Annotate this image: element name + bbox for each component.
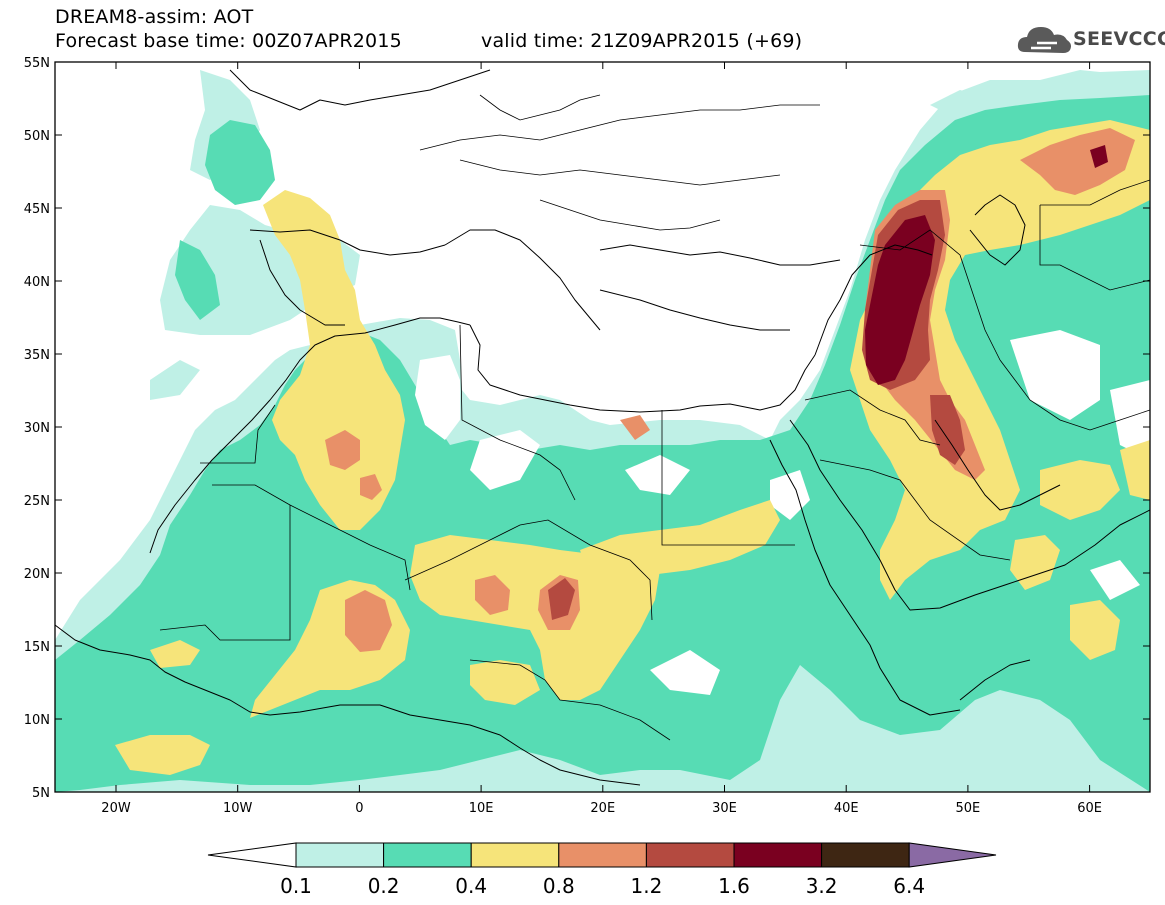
- lon-tick-label: 10W: [223, 801, 253, 816]
- colorbar-label: 1.6: [718, 874, 750, 898]
- cloud-icon: [1017, 27, 1071, 53]
- lat-tick-label: 10N: [24, 713, 50, 728]
- colorbar-segment: [733, 842, 823, 868]
- colorbar-label: 0.1: [280, 874, 312, 898]
- valid-time: valid time: 21Z09APR2015 (+69): [481, 30, 803, 52]
- colorbar-segment: [821, 842, 910, 868]
- lon-tick-label: 60E: [1077, 801, 1102, 816]
- longitude-axis: 20W 10W 0 10E 20E 30E 40E 50E 60E: [101, 62, 1102, 816]
- lat-tick-label: 40N: [24, 275, 50, 290]
- colorbar-segment: [295, 842, 385, 868]
- colorbar-low-arrow: [207, 842, 297, 868]
- lon-tick-label: 10E: [469, 801, 494, 816]
- lat-tick-label: 35N: [24, 348, 50, 363]
- colorbar-label: 3.2: [806, 874, 838, 898]
- aot-gap-areas: [415, 330, 1150, 695]
- lon-tick-label: 20W: [101, 801, 131, 816]
- latitude-axis: 55N 50N 45N 40N 35N 30N 25N 20N 15N 10N 5N: [24, 56, 1150, 801]
- logo-text: SEEVCCC: [1073, 28, 1165, 50]
- coastlines-and-borders: [55, 69, 1150, 786]
- map-title: DREAM8-assim: AOT: [55, 6, 254, 28]
- colorbar-label: 0.8: [543, 874, 575, 898]
- lon-tick-label: 0: [355, 801, 363, 816]
- lon-tick-label: 30E: [712, 801, 737, 816]
- lon-tick-label: 50E: [956, 801, 981, 816]
- colorbar-segment: [558, 842, 647, 868]
- colorbar-segment: [645, 842, 735, 868]
- lat-tick-label: 5N: [32, 786, 50, 801]
- lat-tick-label: 50N: [24, 129, 50, 144]
- lat-tick-label: 25N: [24, 494, 50, 509]
- lat-tick-label: 55N: [24, 56, 50, 71]
- aot-fill-layer: [55, 62, 1150, 792]
- colorbar-label: 0.2: [368, 874, 400, 898]
- colorbar-segment: [470, 842, 560, 868]
- lat-tick-label: 15N: [24, 640, 50, 655]
- lat-tick-label: 45N: [24, 202, 50, 217]
- forecast-base-time: Forecast base time: 00Z07APR2015: [55, 30, 402, 52]
- colorbar-high-arrow: [908, 842, 997, 868]
- colorbar-label: 6.4: [893, 874, 925, 898]
- colorbar-label: 0.4: [455, 874, 487, 898]
- colorbar-segment: [383, 842, 472, 868]
- lon-tick-label: 20E: [590, 801, 615, 816]
- seevccc-logo: SEEVCCC: [1017, 22, 1165, 56]
- country-borders: [159, 94, 1150, 741]
- aot-band-1.6: [865, 145, 1108, 385]
- lat-tick-label: 30N: [24, 421, 50, 436]
- lat-tick-label: 20N: [24, 567, 50, 582]
- lon-tick-label: 40E: [834, 801, 859, 816]
- color-scale: 0.1 0.2 0.4 0.8 1.2 1.6 3.2 6.4: [207, 842, 997, 898]
- colorbar-label: 1.2: [630, 874, 662, 898]
